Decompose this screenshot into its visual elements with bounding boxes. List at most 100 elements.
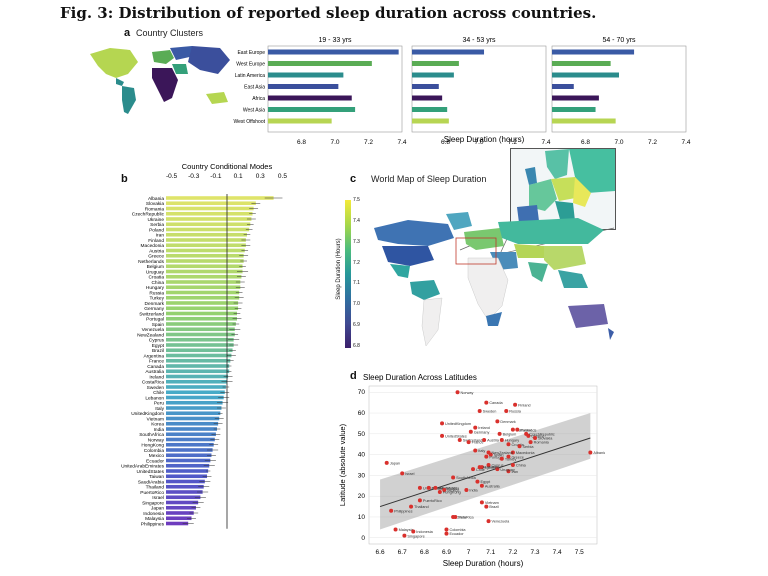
mode-country-label: Brazil [152, 348, 164, 354]
scatter-point-label: Switzerland [463, 439, 483, 443]
mode-country-label: Hungary [146, 285, 165, 291]
cluster-xtick: 7.0 [474, 139, 483, 144]
cluster-bar-1-0 [412, 49, 485, 55]
cluster-bar-0-6 [268, 118, 332, 124]
mode-country-label: Ukraine [147, 217, 164, 223]
europe-highlight-box [455, 237, 497, 265]
cluster-xtick: 7.0 [614, 139, 623, 144]
mode-country-label: Belgium [147, 264, 164, 270]
mode-bar [166, 469, 209, 473]
cluster-bar-1-6 [412, 118, 449, 124]
world-india [528, 262, 548, 282]
mode-country-label: Macedonia [141, 243, 165, 249]
colorbar-tick: 7.1 [353, 280, 360, 287]
mode-bar [166, 353, 232, 358]
mode-country-label: CzechRepublic [132, 212, 165, 218]
scatter-point-label: Sweden [483, 410, 497, 414]
scatter-point [506, 454, 511, 459]
mode-country-label: Netherlands [138, 259, 164, 265]
scatter-point-label: Finland [518, 403, 530, 407]
mode-country-label: Singapore [142, 500, 164, 506]
mode-bar [166, 484, 204, 489]
scatter-point-label: Canada [489, 401, 503, 405]
mode-country-label: Colombia [144, 448, 165, 454]
scatter-xtick: 6.8 [420, 549, 429, 556]
scatter-point-label: Ecuador [449, 532, 464, 536]
cluster-bar-2-3 [552, 84, 574, 89]
modes-xtick: -0.3 [188, 173, 200, 180]
scatter-point [588, 450, 593, 455]
world-africa [467, 257, 509, 321]
mode-bar [166, 327, 235, 332]
mode-country-label: Chile [153, 390, 164, 396]
scatter-point [506, 469, 511, 474]
mode-country-label: Iran [156, 233, 165, 239]
mode-bar [166, 390, 225, 395]
scatter-point [417, 485, 422, 490]
world-europe [464, 228, 504, 250]
mode-country-label: NewZealand [137, 332, 164, 338]
scatter-point [433, 485, 438, 490]
scatter-point-label: Italy [478, 449, 485, 453]
mode-country-label: SaudiArabia [138, 479, 164, 485]
cluster-bar-0-5 [268, 107, 356, 112]
cluster-xtick: 6.8 [581, 139, 590, 144]
scatter-point [475, 479, 480, 484]
scatter-xlabel: Sleep Duration (hours) [443, 559, 524, 568]
mode-country-label: UnitedArabEmirates [121, 464, 165, 470]
mode-bar [166, 332, 235, 337]
scatter-point [513, 402, 518, 407]
mode-country-label: Ecuador [146, 458, 164, 464]
scatter-point-label: Norway [461, 391, 474, 395]
facet-title-2: 54 - 70 yrs [602, 37, 636, 44]
mode-country-label: Turkey [150, 296, 165, 302]
scatter-xtick: 7.1 [486, 549, 495, 556]
scatter-point-label: Australia [485, 484, 501, 488]
inset-scandinavia [545, 149, 569, 179]
scatter-point [437, 490, 442, 495]
mode-bar [166, 290, 240, 295]
mode-country-label: Albania [148, 196, 164, 202]
mode-bar [166, 437, 215, 442]
mode-bar [166, 521, 189, 526]
scatter-point-label: Chile [476, 468, 485, 472]
cluster-bar-0-1 [268, 61, 372, 66]
cluster-category-label: West Europe [236, 62, 265, 68]
scatter-point-label: Hungary [505, 439, 519, 443]
scatter-ylabel: Latitude (absolute value) [338, 423, 347, 506]
mode-bar [166, 196, 274, 200]
mode-country-label: UnitedKingdom [131, 411, 164, 417]
mode-bar [166, 364, 230, 368]
europe-inset-map [510, 148, 616, 230]
mode-bar [166, 448, 213, 452]
world-central-asia [514, 244, 546, 258]
modes-xtick: -0.5 [166, 173, 178, 180]
mode-country-label: Indonesia [143, 511, 164, 517]
mode-country-label: Venezuela [142, 327, 165, 333]
mode-bar [166, 280, 241, 284]
mode-country-label: Russia [149, 290, 164, 296]
mode-country-label: China [151, 280, 164, 286]
scatter-point [479, 483, 484, 488]
scatter-xtick: 6.7 [398, 549, 407, 556]
mode-bar [166, 474, 208, 479]
world-greenland [446, 212, 472, 230]
cluster-bar-1-1 [412, 61, 459, 66]
mode-bar [166, 406, 222, 410]
scatter-point [471, 467, 476, 472]
scatter-point [453, 514, 458, 519]
scatter-ytick: 60 [358, 410, 366, 417]
scatter-point [484, 504, 489, 509]
mode-country-label: Germany [144, 306, 164, 312]
world-china [544, 246, 586, 270]
scatter-xtick: 6.6 [376, 549, 385, 556]
figure-title: Fig. 3: Distribution of reported sleep d… [60, 4, 597, 22]
inset-italy-balkans [555, 201, 575, 223]
mode-bar [166, 411, 221, 416]
mode-bar [166, 285, 241, 290]
scatter-point [389, 508, 394, 513]
cluster-bar-0-3 [268, 84, 339, 89]
scatter-point [528, 440, 533, 445]
scatter-point [426, 485, 431, 490]
mode-country-label: Finland [148, 238, 164, 244]
